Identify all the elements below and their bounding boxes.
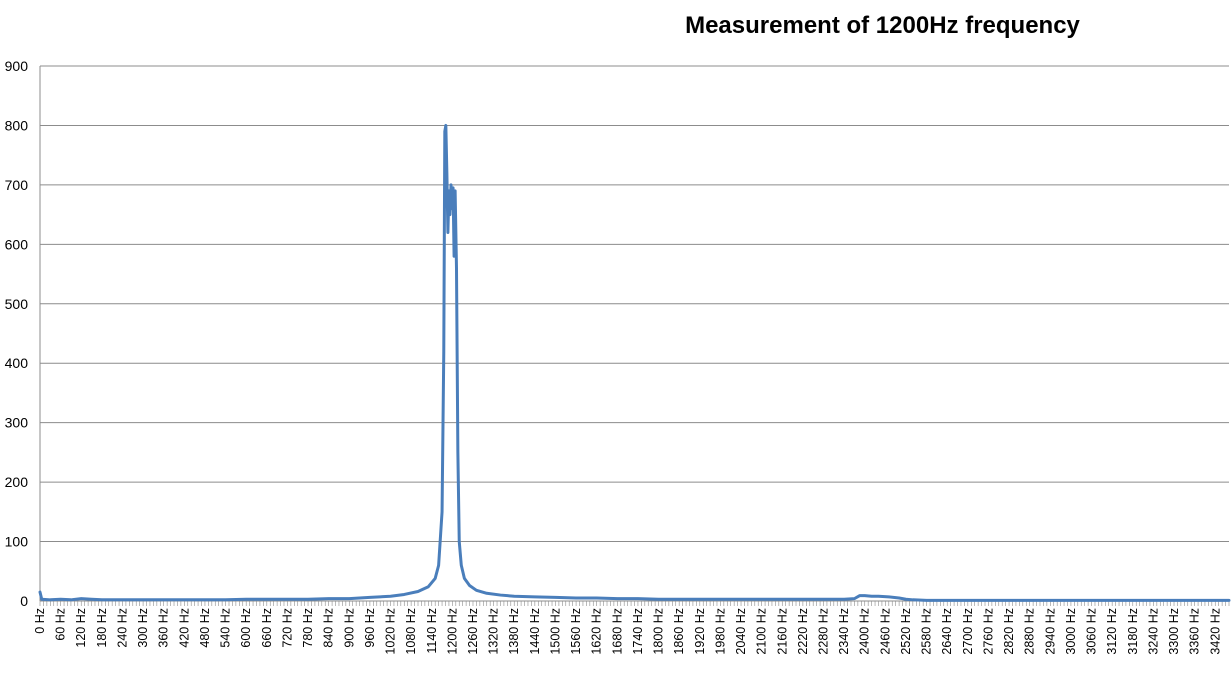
x-tick-label: 2880 Hz bbox=[1023, 608, 1037, 655]
y-tick-label: 600 bbox=[5, 236, 29, 252]
x-tick-label: 1620 Hz bbox=[590, 608, 604, 655]
x-tick-label: 1200 Hz bbox=[445, 608, 459, 655]
x-tick-label: 660 Hz bbox=[260, 608, 274, 648]
x-tick-label: 2460 Hz bbox=[878, 608, 892, 655]
y-tick-label: 400 bbox=[5, 355, 29, 371]
x-tick-label: 240 Hz bbox=[115, 608, 129, 648]
x-tick-label: 480 Hz bbox=[198, 608, 212, 648]
y-tick-label: 700 bbox=[5, 177, 29, 193]
x-tick-label: 1860 Hz bbox=[672, 608, 686, 655]
y-tick-label: 200 bbox=[5, 474, 29, 490]
x-tick-label: 2400 Hz bbox=[858, 608, 872, 655]
x-tick-label: 900 Hz bbox=[342, 608, 356, 648]
x-tick-label: 1260 Hz bbox=[466, 608, 480, 655]
x-tick-label: 360 Hz bbox=[157, 608, 171, 648]
x-tick-label: 2820 Hz bbox=[1002, 608, 1016, 655]
x-tick-label: 2340 Hz bbox=[837, 608, 851, 655]
x-tick-label: 2160 Hz bbox=[775, 608, 789, 655]
x-tick-label: 3420 Hz bbox=[1208, 608, 1222, 655]
x-tick-label: 2040 Hz bbox=[734, 608, 748, 655]
x-tick-label: 1380 Hz bbox=[507, 608, 521, 655]
series-layer bbox=[38, 123, 1231, 602]
x-tick-label: 3300 Hz bbox=[1167, 608, 1181, 655]
x-tick-label: 300 Hz bbox=[136, 608, 150, 648]
x-tick-label: 2760 Hz bbox=[981, 608, 995, 655]
x-tick-label: 1320 Hz bbox=[487, 608, 501, 655]
x-tick-label: 3060 Hz bbox=[1085, 608, 1099, 655]
series-line bbox=[38, 123, 1231, 602]
chart-title: Measurement of 1200Hz frequency bbox=[685, 12, 1080, 39]
x-tick-label: 2940 Hz bbox=[1043, 608, 1057, 655]
x-tick-label: 3180 Hz bbox=[1126, 608, 1140, 655]
x-tick-label: 960 Hz bbox=[363, 608, 377, 648]
x-tick-label: 3000 Hz bbox=[1064, 608, 1078, 655]
x-tick-label: 1920 Hz bbox=[693, 608, 707, 655]
x-tick-label: 1440 Hz bbox=[528, 608, 542, 655]
x-tick-label: 1140 Hz bbox=[425, 608, 439, 654]
x-tick-label: 1560 Hz bbox=[569, 608, 583, 655]
x-tick-label: 3360 Hz bbox=[1188, 608, 1202, 655]
y-tick-label: 800 bbox=[5, 117, 29, 133]
y-tick-label: 0 bbox=[20, 593, 28, 609]
x-axis: 0 Hz 60 Hz 120 Hz 180 Hz 240 Hz 300 Hz 360 Hz 4… bbox=[33, 600, 1230, 655]
y-tick-label: 500 bbox=[5, 296, 29, 312]
y-tick-label: 100 bbox=[5, 534, 29, 550]
x-tick-label: 3120 Hz bbox=[1105, 608, 1119, 655]
x-tick-label: 2700 Hz bbox=[961, 608, 975, 655]
x-tick-label: 1800 Hz bbox=[652, 608, 666, 655]
x-tick-label: 420 Hz bbox=[177, 608, 191, 648]
x-tick-label: 1080 Hz bbox=[404, 608, 418, 655]
x-tick-label: 2220 Hz bbox=[796, 608, 810, 655]
x-tick-label: 1500 Hz bbox=[548, 608, 562, 655]
x-tick-label: 1740 Hz bbox=[631, 608, 645, 655]
x-tick-label: 120 Hz bbox=[74, 608, 88, 648]
gridlines bbox=[40, 65, 1229, 602]
x-tick-label: 1680 Hz bbox=[610, 608, 624, 655]
x-tick-label: 720 Hz bbox=[280, 608, 294, 648]
y-axis: 0 100 200 300 400 500 600 700 800 900 bbox=[5, 58, 41, 609]
x-tick-label: 1020 Hz bbox=[384, 608, 398, 655]
x-tick-label: 600 Hz bbox=[239, 608, 253, 648]
x-tick-label: 1980 Hz bbox=[713, 608, 727, 655]
x-tick-label: 2100 Hz bbox=[755, 608, 769, 655]
x-tick-label: 2280 Hz bbox=[817, 608, 831, 655]
y-tick-label: 300 bbox=[5, 415, 29, 431]
x-tick-label: 540 Hz bbox=[219, 608, 233, 648]
y-tick-label: 900 bbox=[5, 58, 29, 74]
x-tick-label: 60 Hz bbox=[54, 608, 68, 641]
x-tick-label: 0 Hz bbox=[33, 608, 47, 634]
x-tick-label: 840 Hz bbox=[322, 608, 336, 648]
x-tick-label: 2580 Hz bbox=[920, 608, 934, 655]
x-tick-label: 3240 Hz bbox=[1146, 608, 1160, 655]
x-tick-label: 2640 Hz bbox=[940, 608, 954, 655]
x-tick-label: 180 Hz bbox=[95, 608, 109, 648]
x-tick-label: 780 Hz bbox=[301, 608, 315, 648]
x-tick-label: 2520 Hz bbox=[899, 608, 913, 655]
